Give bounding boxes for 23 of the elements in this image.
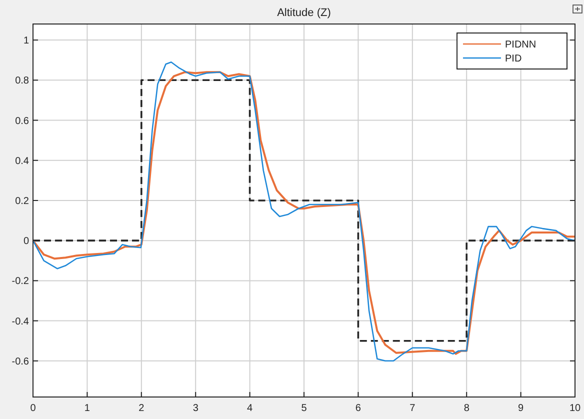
x-tick-label: 6	[355, 403, 362, 414]
y-tick-label: -0.2	[12, 276, 30, 288]
y-tick-label: 1	[23, 36, 30, 47]
y-tick-label: 0.8	[15, 76, 30, 87]
y-tick-label: 0.4	[15, 156, 30, 167]
y-tick-label: -0.6	[12, 356, 30, 368]
x-tick-label: 0	[30, 403, 36, 414]
legend-label: PIDNN	[505, 40, 536, 50]
chart-title: Altitude (Z)	[277, 7, 331, 19]
x-tick-label: 5	[301, 403, 308, 414]
x-tick-label: 8	[464, 403, 470, 414]
x-tick-label: 4	[247, 403, 254, 414]
y-tick-label: 0	[23, 236, 30, 248]
y-tick-label: -0.4	[12, 316, 30, 328]
x-tick-label: 10	[569, 403, 581, 414]
y-tick-label: 0.2	[15, 196, 30, 207]
x-tick-label: 1	[84, 403, 90, 414]
y-tick-label: 0.6	[15, 116, 30, 127]
x-tick-label: 7	[410, 403, 416, 414]
x-tick-label: 9	[518, 403, 524, 414]
legend-label: PID	[505, 54, 522, 64]
x-tick-label: 3	[192, 403, 199, 414]
x-tick-label: 2	[138, 403, 145, 414]
